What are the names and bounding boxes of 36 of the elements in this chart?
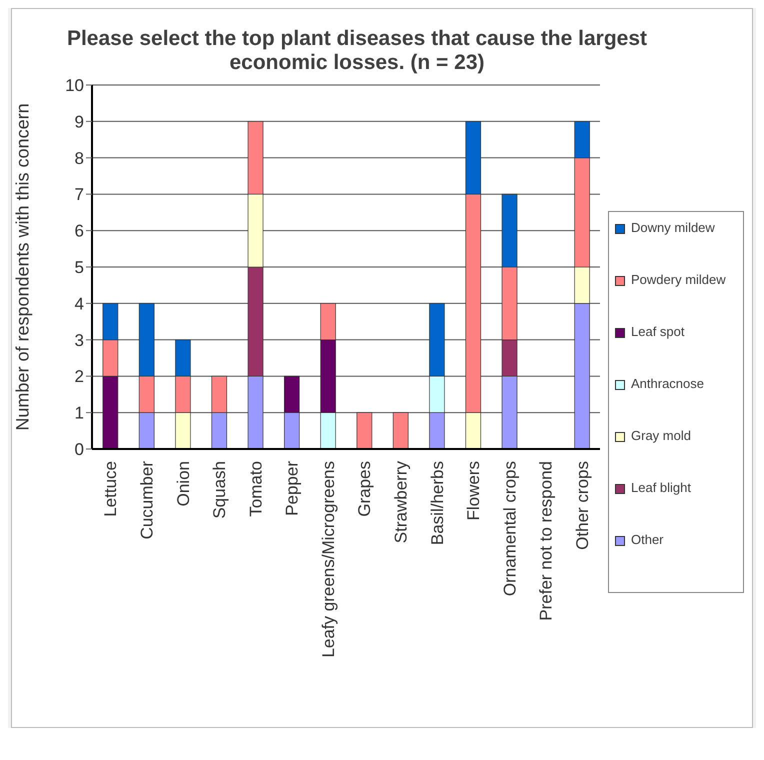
y-tick-label: 6 xyxy=(74,222,84,241)
y-tick-label: 0 xyxy=(74,440,84,460)
x-tick-label: Flowers xyxy=(464,461,484,521)
chart-title: Please select the top plant diseases that cause the largest economic losses. (n = 23) xyxy=(66,26,648,76)
y-tick-label: 5 xyxy=(74,258,84,278)
bar xyxy=(356,412,372,449)
legend-label: Anthracnose xyxy=(631,376,704,391)
legend-label: Other xyxy=(631,532,664,547)
legend-label: Leaf spot xyxy=(631,324,684,339)
x-tick-label: Leafy greens/Microgreens xyxy=(318,461,338,658)
y-tick-label: 1 xyxy=(74,404,84,423)
legend-label: Downy mildew xyxy=(631,220,715,235)
bar xyxy=(392,412,408,449)
legend-label: Leaf blight xyxy=(631,480,691,495)
x-tick-label: Basil/herbs xyxy=(428,461,447,546)
y-axis-title: Number of respondents with this concern xyxy=(12,103,32,431)
x-tick-label: Squash xyxy=(210,461,230,519)
x-tick-label: Grapes xyxy=(355,461,374,517)
y-tick-label: 2 xyxy=(74,367,84,386)
legend-label: Powdery mildew xyxy=(631,272,726,287)
legend-label: Gray mold xyxy=(631,428,691,443)
y-tick-label: 7 xyxy=(74,185,84,204)
x-tick-label: Tomato xyxy=(246,461,266,517)
y-tick-label: 4 xyxy=(74,294,84,314)
x-tick-label: Strawberry xyxy=(392,460,410,544)
y-tick-label: 3 xyxy=(74,330,84,350)
x-tick-label: Cucumber xyxy=(138,460,156,540)
x-tick-label: Ornamental crops xyxy=(500,461,520,596)
x-tick-label: Prefer not to respond xyxy=(536,461,556,621)
y-tick-label: 10 xyxy=(65,76,84,96)
x-tick-label: Other crops xyxy=(572,461,592,550)
y-tick-label: 9 xyxy=(74,112,84,132)
y-tick-label: 8 xyxy=(74,148,84,168)
x-tick-label: Pepper xyxy=(282,460,302,516)
x-tick-label: Lettuce xyxy=(101,461,120,517)
x-tick-label: Onion xyxy=(174,461,193,506)
